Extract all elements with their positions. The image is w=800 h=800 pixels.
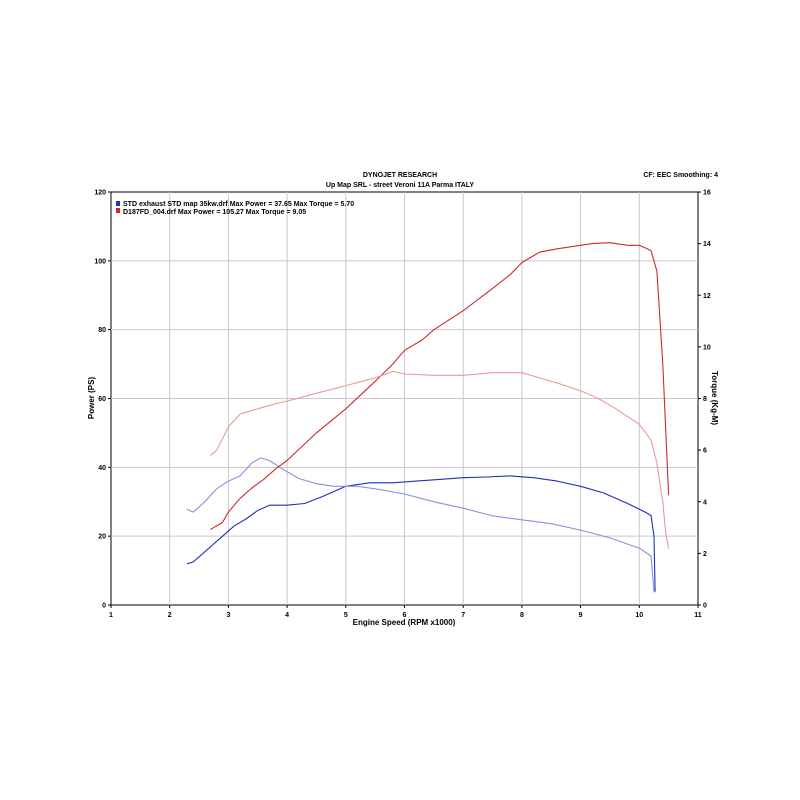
x-tick-label: 2 (168, 612, 172, 619)
x-tick-label: 11 (694, 612, 702, 619)
series-line-power-2 (210, 242, 670, 530)
x-tick-label: 3 (226, 612, 230, 619)
series-lines (186, 242, 670, 593)
x-tick-label: 9 (579, 612, 583, 619)
tick-labels: 1 2 3 4 5 6 7 8 9 10 11020406080100120024681012141… (94, 190, 711, 620)
x-tick-label: 7 (461, 612, 465, 619)
legend-swatch-std (116, 201, 120, 206)
legend: STD exhaust STD map 35kw.drf Max Power =… (116, 201, 354, 216)
y2-tick-label: 8 (703, 396, 707, 403)
y2-tick-label: 4 (703, 499, 707, 506)
y-tick-label: 0 (102, 603, 106, 610)
y-tick-label: 80 (98, 327, 106, 334)
y-tick-label: 100 (94, 258, 106, 265)
y2-tick-label: 12 (703, 293, 711, 300)
x-tick-label: 4 (285, 612, 289, 619)
x-tick-label: 8 (520, 612, 524, 619)
legend-entry-d187: D187FD_004.drf Max Power = 105.27 Max To… (123, 209, 306, 216)
y-axis-label: Power (PS) (87, 377, 96, 420)
chart-subtitle: Up Map SRL - street Veroni 11A Parma ITA… (326, 182, 475, 189)
y2-tick-label: 16 (703, 190, 711, 197)
correction-factor: CF: EEC Smoothing: 4 (643, 172, 718, 179)
series-line-torque-1 (186, 457, 655, 593)
y-tick-label: 60 (98, 396, 106, 403)
y-tick-label: 40 (98, 465, 106, 472)
x-tick-label: 5 (344, 612, 348, 619)
x-tick-label: 6 (403, 612, 407, 619)
legend-swatch-d187 (116, 208, 120, 213)
y2-tick-label: 0 (703, 603, 707, 610)
y-tick-label: 120 (94, 190, 106, 197)
x-axis-label: Engine Speed (RPM x1000) (353, 618, 456, 627)
series-line-power-0 (186, 475, 656, 592)
x-tick-label: 1 (109, 612, 113, 619)
series-line-torque-3 (210, 370, 670, 549)
x-tick-label: 10 (635, 612, 643, 619)
y2-axis-label: Torque (Kg-M) (710, 371, 719, 425)
legend-entry-std: STD exhaust STD map 35kw.drf Max Power =… (123, 201, 354, 208)
grid-lines (111, 192, 698, 605)
y2-tick-label: 14 (703, 241, 711, 248)
y-tick-label: 20 (98, 534, 106, 541)
y2-tick-label: 2 (703, 551, 707, 558)
chart-title: DYNOJET RESEARCH (363, 172, 437, 179)
y2-tick-label: 6 (703, 448, 707, 455)
y2-tick-label: 10 (703, 344, 711, 351)
